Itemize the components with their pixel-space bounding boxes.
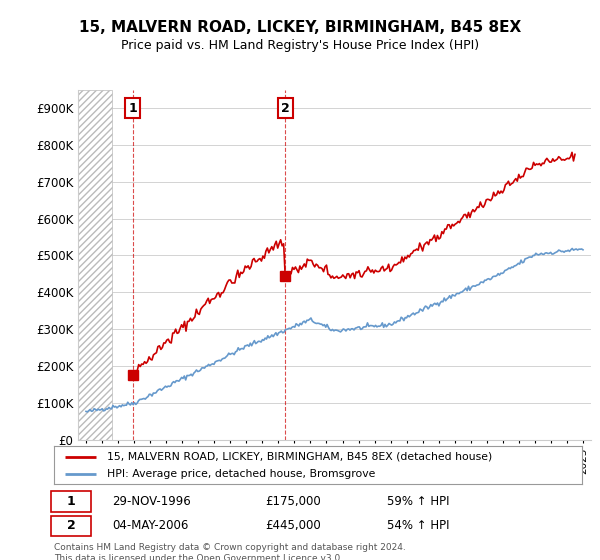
Text: 54% ↑ HPI: 54% ↑ HPI (386, 519, 449, 532)
Text: 15, MALVERN ROAD, LICKEY, BIRMINGHAM, B45 8EX (detached house): 15, MALVERN ROAD, LICKEY, BIRMINGHAM, B4… (107, 451, 492, 461)
Text: 04-MAY-2006: 04-MAY-2006 (112, 519, 188, 532)
Text: £175,000: £175,000 (265, 495, 321, 508)
FancyBboxPatch shape (52, 516, 91, 536)
Text: 59% ↑ HPI: 59% ↑ HPI (386, 495, 449, 508)
Text: Contains HM Land Registry data © Crown copyright and database right 2024.
This d: Contains HM Land Registry data © Crown c… (54, 543, 406, 560)
FancyBboxPatch shape (52, 491, 91, 511)
Text: 15, MALVERN ROAD, LICKEY, BIRMINGHAM, B45 8EX: 15, MALVERN ROAD, LICKEY, BIRMINGHAM, B4… (79, 20, 521, 35)
Text: 29-NOV-1996: 29-NOV-1996 (112, 495, 191, 508)
Text: HPI: Average price, detached house, Bromsgrove: HPI: Average price, detached house, Brom… (107, 469, 375, 479)
Text: 2: 2 (281, 101, 289, 115)
Text: Price paid vs. HM Land Registry's House Price Index (HPI): Price paid vs. HM Land Registry's House … (121, 39, 479, 52)
Text: 1: 1 (128, 101, 137, 115)
Text: 2: 2 (67, 519, 76, 532)
Text: £445,000: £445,000 (265, 519, 321, 532)
Text: 1: 1 (67, 495, 76, 508)
